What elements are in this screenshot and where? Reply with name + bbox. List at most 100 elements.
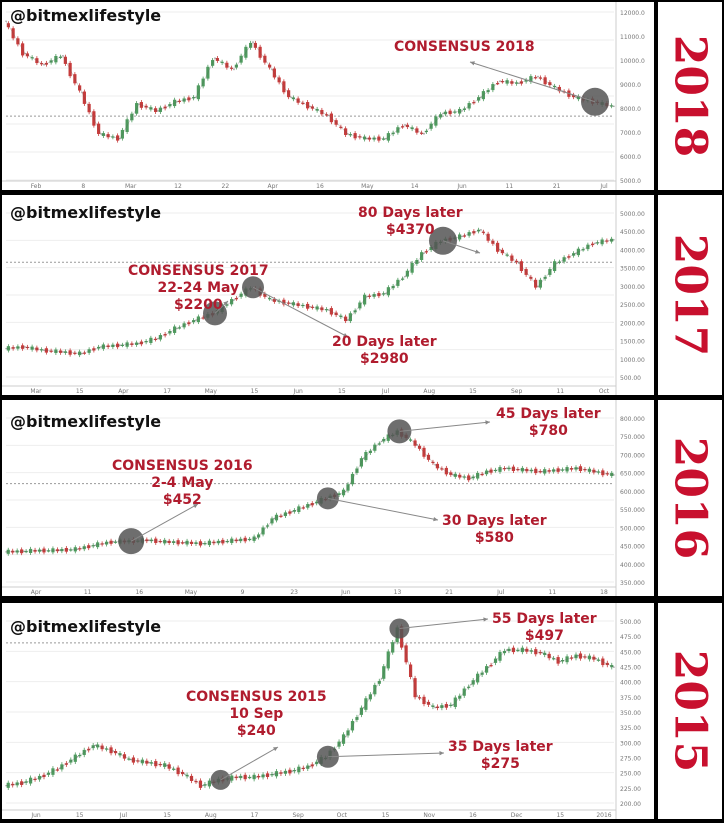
candle-body bbox=[24, 551, 28, 553]
candle-body bbox=[493, 658, 498, 663]
candle-body bbox=[491, 84, 495, 91]
candle-body bbox=[410, 262, 414, 273]
arrow-head bbox=[273, 747, 278, 752]
candle-body bbox=[51, 768, 55, 775]
annotation-arrow bbox=[469, 61, 596, 103]
gridlines bbox=[6, 11, 614, 181]
x-tick-label: May bbox=[205, 388, 218, 395]
series-line bbox=[5, 229, 615, 354]
data-point bbox=[452, 703, 454, 706]
data-point bbox=[556, 87, 558, 89]
candle-body bbox=[444, 467, 448, 475]
year-label-2018: 2018 bbox=[658, 2, 722, 190]
candle-body bbox=[596, 471, 600, 473]
candle-body bbox=[439, 114, 443, 118]
data-point bbox=[577, 467, 580, 470]
candle-body bbox=[211, 60, 215, 66]
candle-body bbox=[329, 113, 333, 123]
x-tick-label: 13 bbox=[394, 589, 402, 596]
x-tick-label: Sep bbox=[511, 388, 523, 395]
x-tick-label: May bbox=[361, 183, 374, 190]
candle-body bbox=[33, 778, 37, 780]
data-point bbox=[309, 765, 311, 768]
candle-body bbox=[116, 343, 120, 348]
data-point bbox=[505, 649, 508, 651]
candle-body bbox=[173, 326, 177, 333]
candle-body bbox=[341, 734, 346, 744]
candle-body bbox=[113, 751, 118, 754]
data-point bbox=[214, 57, 216, 59]
candle-body bbox=[24, 781, 28, 783]
data-point bbox=[81, 91, 83, 94]
candle-body bbox=[279, 515, 283, 517]
x-tick-label: Oct bbox=[337, 812, 348, 819]
data-point bbox=[271, 299, 273, 301]
arrow-head bbox=[470, 61, 475, 66]
data-point bbox=[541, 651, 544, 654]
candle-body bbox=[92, 348, 96, 351]
candle-body bbox=[122, 754, 127, 759]
x-tick-label: 8 bbox=[81, 183, 85, 190]
candle-body bbox=[177, 327, 181, 329]
candle-body bbox=[40, 349, 44, 351]
candle-body bbox=[177, 100, 181, 102]
candle-body bbox=[377, 680, 381, 684]
candle-body bbox=[404, 645, 408, 663]
candle-body bbox=[605, 473, 609, 475]
candle-body bbox=[287, 90, 291, 98]
candle-body bbox=[576, 248, 580, 256]
annotation-2015-35-days: 35 Days later $275 bbox=[448, 739, 553, 772]
data-point bbox=[138, 342, 140, 345]
candle-body bbox=[301, 507, 305, 509]
y-tick-label: 200.00 bbox=[620, 801, 641, 808]
candle-body bbox=[567, 256, 571, 258]
candle-body bbox=[270, 518, 274, 524]
candle-body bbox=[73, 74, 77, 84]
annotation-arrow bbox=[327, 497, 439, 521]
data-point bbox=[499, 80, 501, 82]
data-point bbox=[130, 758, 132, 761]
candle-body bbox=[534, 649, 538, 655]
candle-body bbox=[337, 493, 341, 495]
candle-body bbox=[401, 126, 405, 128]
y-tick-label: 4500.00 bbox=[620, 229, 645, 236]
y-axis: 12000.0 11000.0 10000.0 9000.0 8000.0 7000.0 6… bbox=[615, 2, 645, 190]
arrow-head bbox=[433, 516, 438, 522]
candle-body bbox=[405, 270, 409, 277]
candle-body bbox=[320, 307, 324, 311]
data-point bbox=[58, 767, 61, 770]
candle-body bbox=[203, 784, 207, 786]
candle-body bbox=[444, 704, 448, 708]
candle-body bbox=[78, 548, 82, 550]
candle-body bbox=[431, 461, 435, 464]
candle-body bbox=[130, 343, 134, 345]
candle-body bbox=[306, 504, 310, 508]
data-point bbox=[344, 490, 347, 493]
candle-body bbox=[377, 136, 381, 141]
data-point bbox=[166, 764, 168, 767]
data-point bbox=[595, 470, 597, 473]
candle-body bbox=[364, 698, 368, 710]
candle-body bbox=[144, 341, 148, 343]
candle-body bbox=[591, 243, 595, 246]
y-tick-label: 250.00 bbox=[620, 771, 641, 778]
candle-body bbox=[306, 303, 310, 309]
candle-body bbox=[49, 350, 53, 352]
candle-body bbox=[556, 657, 560, 664]
candle-body bbox=[552, 658, 556, 660]
annotation-2016-45-days: 45 Days later $780 bbox=[496, 406, 601, 439]
candle-body bbox=[529, 76, 533, 82]
y-tick-label: 5000.0 bbox=[620, 178, 641, 185]
candle-body bbox=[198, 780, 203, 788]
candle-body bbox=[158, 764, 162, 766]
annotation-arrow bbox=[252, 286, 349, 338]
candle-body bbox=[601, 470, 605, 476]
candle-body bbox=[116, 135, 120, 141]
series-line bbox=[5, 21, 615, 139]
candle-body bbox=[489, 469, 493, 473]
candle-body bbox=[96, 542, 100, 548]
y-tick-label: 750.000 bbox=[620, 434, 645, 441]
candle-body bbox=[230, 67, 234, 69]
candle-body bbox=[145, 539, 149, 542]
candle-body bbox=[339, 315, 343, 318]
